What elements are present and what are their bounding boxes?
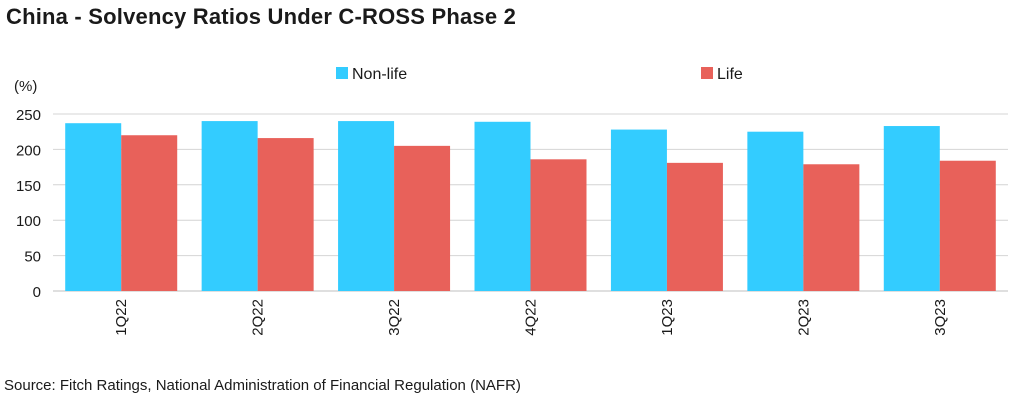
x-tick-label: 3Q23	[932, 299, 949, 336]
y-tick-label: 200	[16, 142, 41, 159]
x-tick-label: 2Q23	[795, 299, 812, 336]
x-tick-label: 4Q22	[523, 299, 540, 336]
y-tick-label: 150	[16, 178, 41, 195]
non-life-bar	[201, 121, 258, 291]
y-axis-unit-label: (%)	[14, 78, 37, 95]
x-tick-label: 1Q22	[113, 299, 130, 336]
y-tick-label: 0	[33, 284, 41, 301]
legend-swatch	[701, 67, 713, 79]
non-life-bar	[883, 126, 940, 291]
x-tick-label: 3Q22	[386, 299, 403, 336]
life-bar	[666, 162, 723, 291]
bar-chart: (%) Non-life Life 0 50 100 150 200 250 1Q22 2Q2…	[14, 66, 1008, 336]
x-tick-label: 1Q23	[659, 299, 676, 336]
life-bar	[394, 145, 451, 291]
non-life-bar	[338, 121, 395, 291]
life-bar	[121, 135, 178, 291]
y-tick-label: 250	[16, 107, 41, 124]
source-note: Source: Fitch Ratings, National Administ…	[4, 377, 521, 394]
non-life-bar	[610, 129, 667, 291]
non-life-bar	[65, 123, 122, 291]
life-bar	[530, 159, 587, 291]
life-bar	[257, 138, 314, 291]
legend: Non-life Life	[336, 66, 743, 83]
legend-label: Life	[717, 66, 743, 83]
x-tick-label: 2Q22	[250, 299, 267, 336]
life-bar	[803, 164, 860, 291]
legend-swatch	[336, 67, 348, 79]
non-life-bar	[747, 131, 804, 291]
legend-label: Non-life	[352, 66, 407, 83]
non-life-bar	[474, 121, 531, 292]
bars	[65, 121, 996, 292]
chart-title: China - Solvency Ratios Under C-ROSS Pha…	[6, 4, 517, 29]
life-bar	[939, 160, 996, 291]
x-axis-ticks: 1Q22 2Q22 3Q22 4Q22 1Q23 2Q23 3Q23	[113, 299, 949, 336]
y-axis-ticks: 0 50 100 150 200 250	[16, 107, 41, 301]
y-tick-label: 100	[16, 213, 41, 230]
y-tick-label: 50	[24, 249, 41, 266]
